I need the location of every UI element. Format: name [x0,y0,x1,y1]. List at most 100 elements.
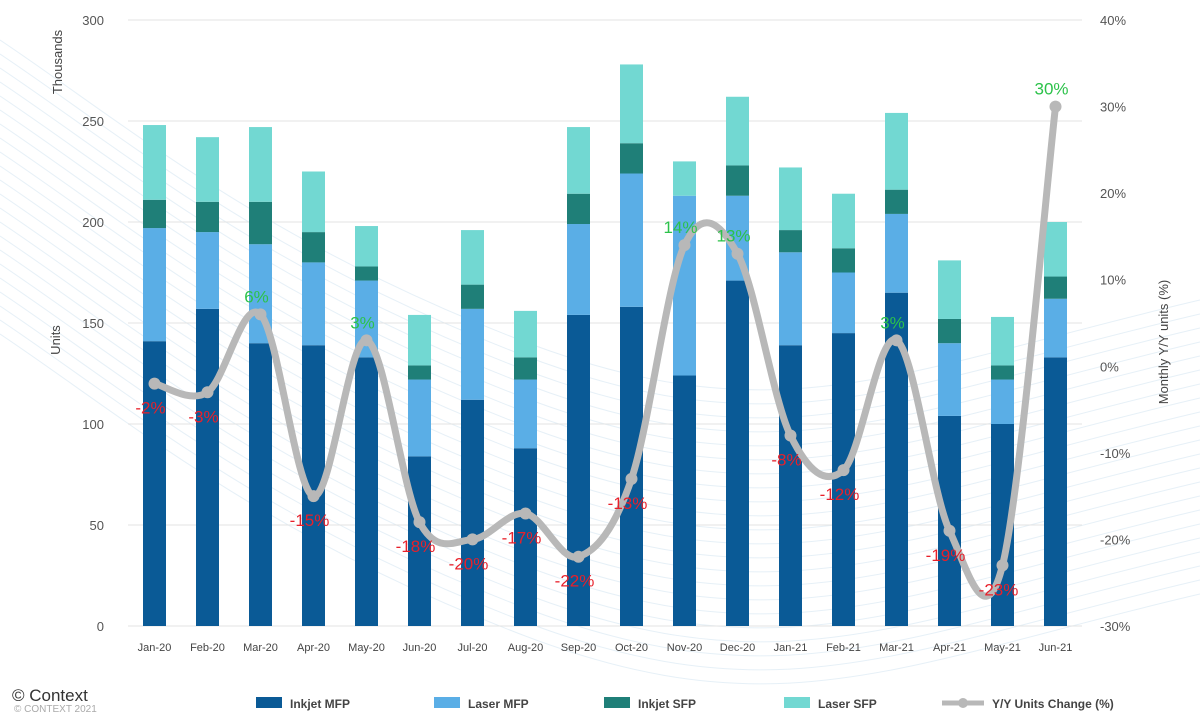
bar-segment [196,201,219,233]
bar-segment [1044,222,1067,277]
x-tick-label: Jun-20 [403,642,437,654]
yy-data-label: -23% [979,580,1019,599]
bar-segment [567,193,590,225]
y2-tick-label: 40% [1100,13,1126,28]
bar-segment [355,280,378,358]
background-wave-line [0,319,1200,671]
y-tick-label: 0 [97,619,104,634]
y-axis-title: Units [48,325,63,355]
bar-segment [302,345,325,626]
bar-segment [991,379,1014,424]
bar-segment [726,165,749,196]
y-tick-label: 300 [82,13,104,28]
background-wave-line [0,39,1200,391]
yy-data-label: 30% [1034,80,1068,99]
background-wave-line [0,53,1200,405]
background-wave-line [0,235,1200,587]
footer-logo: © Context [12,686,88,706]
yy-change-point [519,507,532,520]
yy-data-label: -12% [820,485,860,504]
bar-segment [408,365,431,380]
x-tick-label: Jul-20 [458,642,488,654]
yy-data-label: -3% [188,407,218,426]
y2-tick-label: 10% [1100,273,1126,288]
x-tick-label: May-20 [348,642,385,654]
yy-change-point [837,464,850,477]
legend-swatch [784,697,810,708]
yy-change-point [201,386,214,399]
bar-segment [885,213,908,293]
yy-data-label: -22% [555,572,595,591]
bar-segment [832,193,855,249]
y2-tick-label: -30% [1100,619,1131,634]
bar-segment [779,167,802,231]
yy-change-point [1049,100,1062,113]
bar-segment [938,415,961,626]
bar-segment [249,201,272,245]
yy-change-point [678,239,691,252]
yy-data-label: -18% [396,537,436,556]
yy-data-label: 3% [880,313,905,332]
copyright-text: © CONTEXT 2021 [14,704,97,715]
x-tick-label: Jun-21 [1039,642,1073,654]
x-tick-label: Aug-20 [508,642,543,654]
yy-data-label: 13% [716,227,750,246]
bar-segment [726,96,749,166]
axes-group: 0 50 100 150 200 250 300 -30% -20% -10% 0% 10% 20% 30… [48,13,1171,654]
bar-segment [620,173,643,307]
x-tick-label: Nov-20 [667,642,702,654]
bar-segment [196,137,219,202]
legend-line-marker [958,698,968,708]
legend-label: Inkjet SFP [638,697,696,711]
yy-change-point [996,559,1009,572]
y-tick-label: 150 [82,316,104,331]
background-wave-line [0,193,1200,545]
bar-segment [885,189,908,214]
yy-data-label: -19% [926,546,966,565]
y2-axis-title: Monthly Y/Y units (%) [1156,280,1171,405]
bar-segment [779,252,802,346]
yy-change-point [360,334,373,347]
x-tick-label: Dec-20 [720,642,755,654]
bar-segment [355,266,378,281]
y2-tick-label: 30% [1100,100,1126,115]
bar-segment [938,260,961,319]
legend-swatch [434,697,460,708]
legend-label: Y/Y Units Change (%) [992,697,1114,711]
yy-change-point [943,524,956,537]
bar-segment [1044,357,1067,626]
bar-segment [302,171,325,233]
background-wave-line [0,67,1200,419]
x-tick-label: Feb-20 [190,642,225,654]
yy-change-point [307,490,320,503]
y-tick-label: 200 [82,215,104,230]
bar-segment [726,280,749,626]
yy-change-point [466,533,479,546]
background-wave-line [0,109,1200,461]
bar-segment [461,399,484,626]
background-wave-line [0,333,1200,685]
y-tick-label: 250 [82,114,104,129]
bar-segment [991,365,1014,380]
bar-segment [779,230,802,253]
x-tick-label: Oct-20 [615,642,648,654]
bar-segment [461,230,484,285]
background-wave-line [0,305,1200,657]
bar-segment [885,112,908,190]
legend-label: Inkjet MFP [290,697,350,711]
bar-segment [514,310,537,358]
bar-segment [408,314,431,366]
x-tick-label: Mar-20 [243,642,278,654]
bar-segment [673,375,696,626]
legend-label: Laser MFP [468,697,529,711]
yy-change-point [625,472,638,485]
yy-change-point [148,377,161,390]
yy-change-point [890,334,903,347]
y2-tick-label: 20% [1100,186,1126,201]
legend-label: Laser SFP [818,697,877,711]
bar-segment [249,127,272,202]
x-tick-label: Jan-21 [774,642,808,654]
bar-segment [514,357,537,380]
x-tick-label: May-21 [984,642,1021,654]
